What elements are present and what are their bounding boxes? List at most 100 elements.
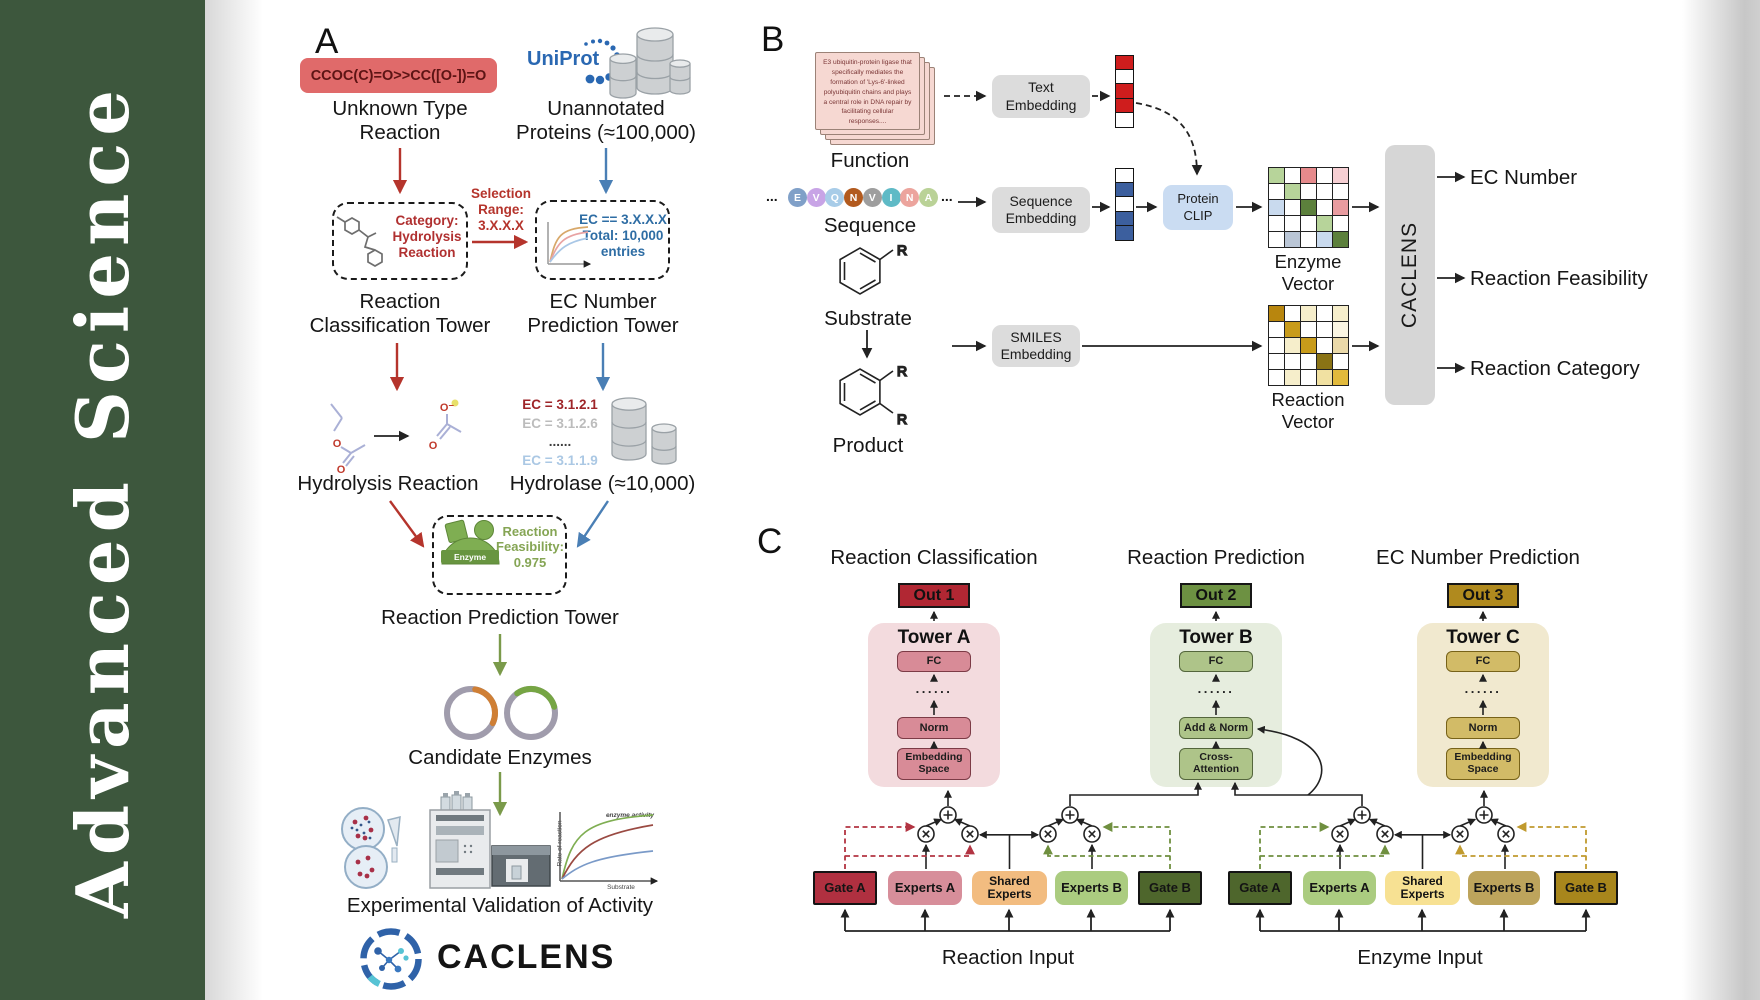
sequence-label: Sequence <box>823 214 917 237</box>
add-node <box>1061 806 1079 824</box>
acetate-o-minus: O⁻ <box>440 402 455 414</box>
matrix-cell <box>1269 184 1284 199</box>
residue-Q: Q <box>825 188 845 207</box>
shared-experts-enzyme-box: Shared Experts <box>1385 871 1460 905</box>
matrix-cell <box>1285 184 1300 199</box>
add-node <box>1353 806 1371 824</box>
smiles-embedding-box: SMILES Embedding <box>992 325 1080 367</box>
header-ec-number-prediction: EC Number Prediction <box>1376 546 1580 569</box>
multiply-node <box>1451 825 1469 843</box>
matrix-cell <box>1301 200 1316 215</box>
arrow-hydrolase-to-feasibility <box>576 500 609 548</box>
matrix-cell <box>1333 322 1348 337</box>
hplc-instrument-icon <box>429 791 551 889</box>
matrix-cell <box>1333 370 1348 385</box>
category-hydrolysis-label: Category: Hydrolysis Reaction <box>392 213 462 260</box>
experts-a-enzyme-box: Experts A <box>1303 871 1376 905</box>
residue-E: E <box>788 188 807 207</box>
matrix-cell <box>1317 200 1332 215</box>
matrix-cell <box>1285 338 1300 353</box>
multiply-node <box>961 825 979 843</box>
enzyme-input-label: Enzyme Input <box>1357 946 1483 969</box>
out3-box: Out 3 <box>1447 583 1519 608</box>
mul-to-add-1b <box>953 818 971 827</box>
matrix-cell <box>1269 168 1284 183</box>
arrow-hydrolysis-to-feasibility <box>389 500 425 548</box>
panel-c-label: C <box>757 522 783 561</box>
page-right-shadow <box>1682 0 1760 1000</box>
sequence-ellipsis-right: ... <box>941 188 953 204</box>
panel-b-label: B <box>761 20 785 59</box>
matrix-cell <box>1301 216 1316 231</box>
tower-b-cross-attention: Cross- Attention <box>1179 748 1253 780</box>
mini-plot-xlabel: Substrate <box>607 884 635 891</box>
output-ec-number: EC Number <box>1470 166 1578 189</box>
mul-to-add-1a <box>925 818 943 827</box>
mul-to-add-4a <box>1459 818 1477 827</box>
product-r1-label: R <box>897 363 907 379</box>
matrix-cell <box>1269 200 1284 215</box>
text-embedding-vector <box>1115 55 1134 128</box>
matrix-cell <box>1333 232 1348 247</box>
ec-number-entry: EC = 3.1.1.9 <box>522 452 598 468</box>
matrix-cell <box>1317 370 1332 385</box>
matrix-cell <box>1333 306 1348 321</box>
selection-range-label: Selection Range: 3.X.X.X <box>470 186 532 233</box>
gate-a-left-ctrl-1 <box>844 822 916 869</box>
reaction-prediction-tower-label: Reaction Prediction Tower <box>381 606 619 629</box>
candidate-enzymes-label: Candidate Enzymes <box>408 746 592 769</box>
gate-b-reaction-box: Gate B <box>1138 871 1202 905</box>
matrix-cell <box>1285 168 1300 183</box>
reaction-feasibility-label: Reaction Feasibility: 0.975 <box>496 524 564 570</box>
acetate-molecule-icon: O⁻ O <box>429 399 462 452</box>
database-icon-hydrolase <box>611 397 677 465</box>
multiply-node <box>1331 825 1349 843</box>
journal-sidebar: Advanced Science <box>0 0 205 1000</box>
matrix-cell <box>1269 322 1284 337</box>
header-reaction-prediction: Reaction Prediction <box>1127 546 1305 569</box>
multiply-node <box>1376 825 1394 843</box>
reaction-prediction-dashed-box <box>432 515 567 595</box>
gate-a-enzyme-box: Gate A <box>1228 871 1292 905</box>
caclens-logo-emblem <box>360 928 422 990</box>
enzyme-vector-matrix <box>1268 167 1349 248</box>
matrix-cell <box>1285 322 1300 337</box>
matrix-cell <box>1301 338 1316 353</box>
hydrolase-label: Hydrolase (≈10,000) <box>509 472 696 495</box>
reaction-classification-dashed-box <box>332 202 468 280</box>
sequence-ellipsis-left: ... <box>766 188 778 204</box>
residue-I: I <box>881 188 901 207</box>
add-node <box>939 806 957 824</box>
hydrolysis-reaction-label: Hydrolysis Reaction <box>297 472 479 495</box>
reaction-vector-matrix <box>1268 305 1349 386</box>
tower-c-fc: FC <box>1446 651 1520 672</box>
multiply-node <box>917 825 935 843</box>
unannotated-proteins-label: Unannotated Proteins (≈100,000) <box>516 97 696 145</box>
matrix-cell <box>1301 184 1316 199</box>
residue-N: N <box>844 188 864 207</box>
arrow-text-vector-to-clip <box>1135 102 1203 176</box>
ec-number-entry: ...... <box>548 434 572 449</box>
tower-b-add-norm: Add & Norm <box>1179 717 1253 739</box>
matrix-cell <box>1269 338 1284 353</box>
matrix-cell <box>1333 200 1348 215</box>
reaction-classification-tower-label: Reaction Classification Tower <box>309 290 491 338</box>
residue-V: V <box>862 188 882 207</box>
tower-a-embedding-space: Embedding Space <box>897 748 971 780</box>
tower-c-embedding-space: Embedding Space <box>1446 748 1520 780</box>
mini-plot-ylabel: Rate of reaction <box>556 820 564 867</box>
matrix-cell <box>1317 168 1332 183</box>
gate-b-left-ctrl-1 <box>1102 822 1171 869</box>
gate-b-right-ctrl-2 <box>1455 844 1586 857</box>
header-reaction-classification: Reaction Classification <box>830 546 1038 569</box>
activity-plot-icon <box>559 812 657 881</box>
gate-a-right-ctrl-1 <box>1259 822 1330 869</box>
gate-b-enzyme-box: Gate B <box>1554 871 1618 905</box>
vector-cell <box>1115 111 1134 128</box>
gate-b-right-ctrl-1 <box>1516 822 1587 869</box>
protein-clip-box: Protein CLIP <box>1163 185 1233 230</box>
merge-nodes <box>917 806 1515 843</box>
plasmid-icons <box>444 685 558 740</box>
ec-number-prediction-tower-label: EC Number Prediction Tower <box>527 290 679 338</box>
